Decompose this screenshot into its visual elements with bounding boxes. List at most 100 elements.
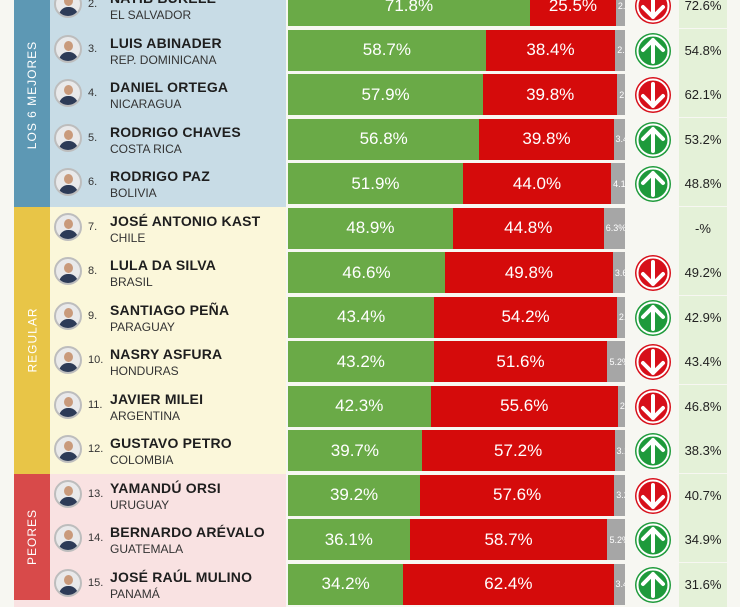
rank-number: 8. xyxy=(88,265,97,277)
stacked-bar: 46.6%49.8%3.6% xyxy=(288,252,625,293)
approve-bar: 36.1% xyxy=(288,519,410,560)
previous-value: -% xyxy=(679,221,727,236)
arrow-up-icon xyxy=(635,122,671,158)
president-name: BERNARDO ARÉVALO xyxy=(110,524,265,540)
avatar-body xyxy=(59,141,78,152)
arrow-up-icon xyxy=(635,433,671,469)
avatar-head xyxy=(64,41,73,51)
disapprove-bar: 44.0% xyxy=(463,163,611,204)
approve-bar: 34.2% xyxy=(288,564,403,605)
neutral-bar: 5.2% xyxy=(607,341,625,382)
avatar-body xyxy=(59,185,78,196)
arrow-down-icon xyxy=(635,389,671,425)
stacked-bar: 43.4%54.2%2.4% xyxy=(288,297,625,338)
table-row: 10.NASRY ASFURAHONDURAS43.2%51.6%5.2%43.… xyxy=(0,340,740,384)
stacked-bar: 48.9%44.8%6.3% xyxy=(288,208,625,249)
approve-bar: 46.6% xyxy=(288,252,445,293)
avatar xyxy=(54,168,82,196)
avatar xyxy=(54,35,82,63)
approve-bar: 71.8% xyxy=(288,0,530,26)
rank-number: 9. xyxy=(88,310,97,322)
avatar xyxy=(54,213,82,241)
president-name: LUIS ABINADER xyxy=(110,35,222,51)
approve-bar: 39.2% xyxy=(288,475,420,516)
avatar-body xyxy=(59,541,78,552)
disapprove-bar: 51.6% xyxy=(434,341,608,382)
previous-value: 53.2% xyxy=(679,132,727,147)
neutral-bar: 2.7% xyxy=(616,0,625,26)
neutral-bar: 3.6% xyxy=(613,252,625,293)
country-name: COSTA RICA xyxy=(110,142,182,156)
neutral-bar: 2.4% xyxy=(617,297,625,338)
country-name: BOLIVIA xyxy=(110,186,157,200)
avatar xyxy=(54,391,82,419)
approve-bar: 51.9% xyxy=(288,163,463,204)
country-name: BRASIL xyxy=(110,275,153,289)
avatar-body xyxy=(59,7,78,18)
previous-value: 40.7% xyxy=(679,488,727,503)
rank-number: 15. xyxy=(88,577,103,589)
approve-bar: 56.8% xyxy=(288,119,479,160)
country-name: CHILE xyxy=(110,231,145,245)
president-name: NASRY ASFURA xyxy=(110,346,222,362)
avatar-head xyxy=(64,441,73,451)
avatar-head xyxy=(64,486,73,496)
table-row: 6. RODRIGO PAZ BOLIVIA 51.9%44.0%4.1% 48.8% xyxy=(0,162,740,206)
rank-number: 11. xyxy=(88,399,102,411)
approve-bar: 57.9% xyxy=(288,74,483,115)
president-name: NAYIB BUKELE xyxy=(110,0,216,6)
president-name: JAVIER MILEI xyxy=(110,391,203,407)
arrow-down-icon xyxy=(635,77,671,113)
rank-number: 10. xyxy=(88,354,103,366)
previous-value: 34.9% xyxy=(679,532,727,547)
stacked-bar: 43.2%51.6%5.2% xyxy=(288,341,625,382)
arrow-down-icon xyxy=(635,255,671,291)
stacked-bar: 51.9%44.0%4.1% xyxy=(288,163,625,204)
stacked-bar: 56.8%39.8%3.4% xyxy=(288,119,625,160)
neutral-bar: 3.1% xyxy=(615,430,625,471)
disapprove-bar: 39.8% xyxy=(483,74,617,115)
avatar-head xyxy=(64,397,73,407)
disapprove-bar: 62.4% xyxy=(403,564,613,605)
neutral-bar: 3.2% xyxy=(614,475,625,516)
disapprove-bar: 39.8% xyxy=(479,119,613,160)
avatar xyxy=(54,79,82,107)
rank-number: 12. xyxy=(88,443,103,455)
avatar-body xyxy=(59,230,78,241)
neutral-bar: 3.4% xyxy=(614,564,625,605)
avatar-body xyxy=(59,452,78,463)
avatar-body xyxy=(59,274,78,285)
country-name: REP. DOMINICANA xyxy=(110,53,216,67)
avatar-head xyxy=(64,530,73,540)
approve-bar: 39.7% xyxy=(288,430,422,471)
disapprove-bar: 38.4% xyxy=(486,30,615,71)
president-name: SANTIAGO PEÑA xyxy=(110,302,229,318)
disapprove-bar: 57.6% xyxy=(420,475,614,516)
arrow-down-icon xyxy=(635,478,671,514)
rank-number: 13. xyxy=(88,488,103,500)
stacked-bar: 34.2%62.4%3.4% xyxy=(288,564,625,605)
avatar-head xyxy=(64,575,73,585)
avatar-head xyxy=(64,130,73,140)
avatar-head xyxy=(64,85,73,95)
avatar-body xyxy=(59,497,78,508)
previous-value: 48.8% xyxy=(679,176,727,191)
president-name: JOSÉ RAÚL MULINO xyxy=(110,569,252,585)
country-name: HONDURAS xyxy=(110,364,179,378)
previous-value: 62.1% xyxy=(679,87,727,102)
rank-number: 6. xyxy=(88,176,97,188)
neutral-bar: 2.9% xyxy=(615,30,625,71)
president-name: RODRIGO PAZ xyxy=(110,168,210,184)
arrow-up-icon xyxy=(635,567,671,603)
previous-value: 42.9% xyxy=(679,310,727,325)
president-name: RODRIGO CHAVES xyxy=(110,124,241,140)
country-name: GUATEMALA xyxy=(110,542,183,556)
avatar xyxy=(54,302,82,330)
disapprove-bar: 49.8% xyxy=(445,252,613,293)
president-name: YAMANDÚ ORSI xyxy=(110,480,221,496)
stacked-bar: 42.3%55.6%2.1% xyxy=(288,386,625,427)
